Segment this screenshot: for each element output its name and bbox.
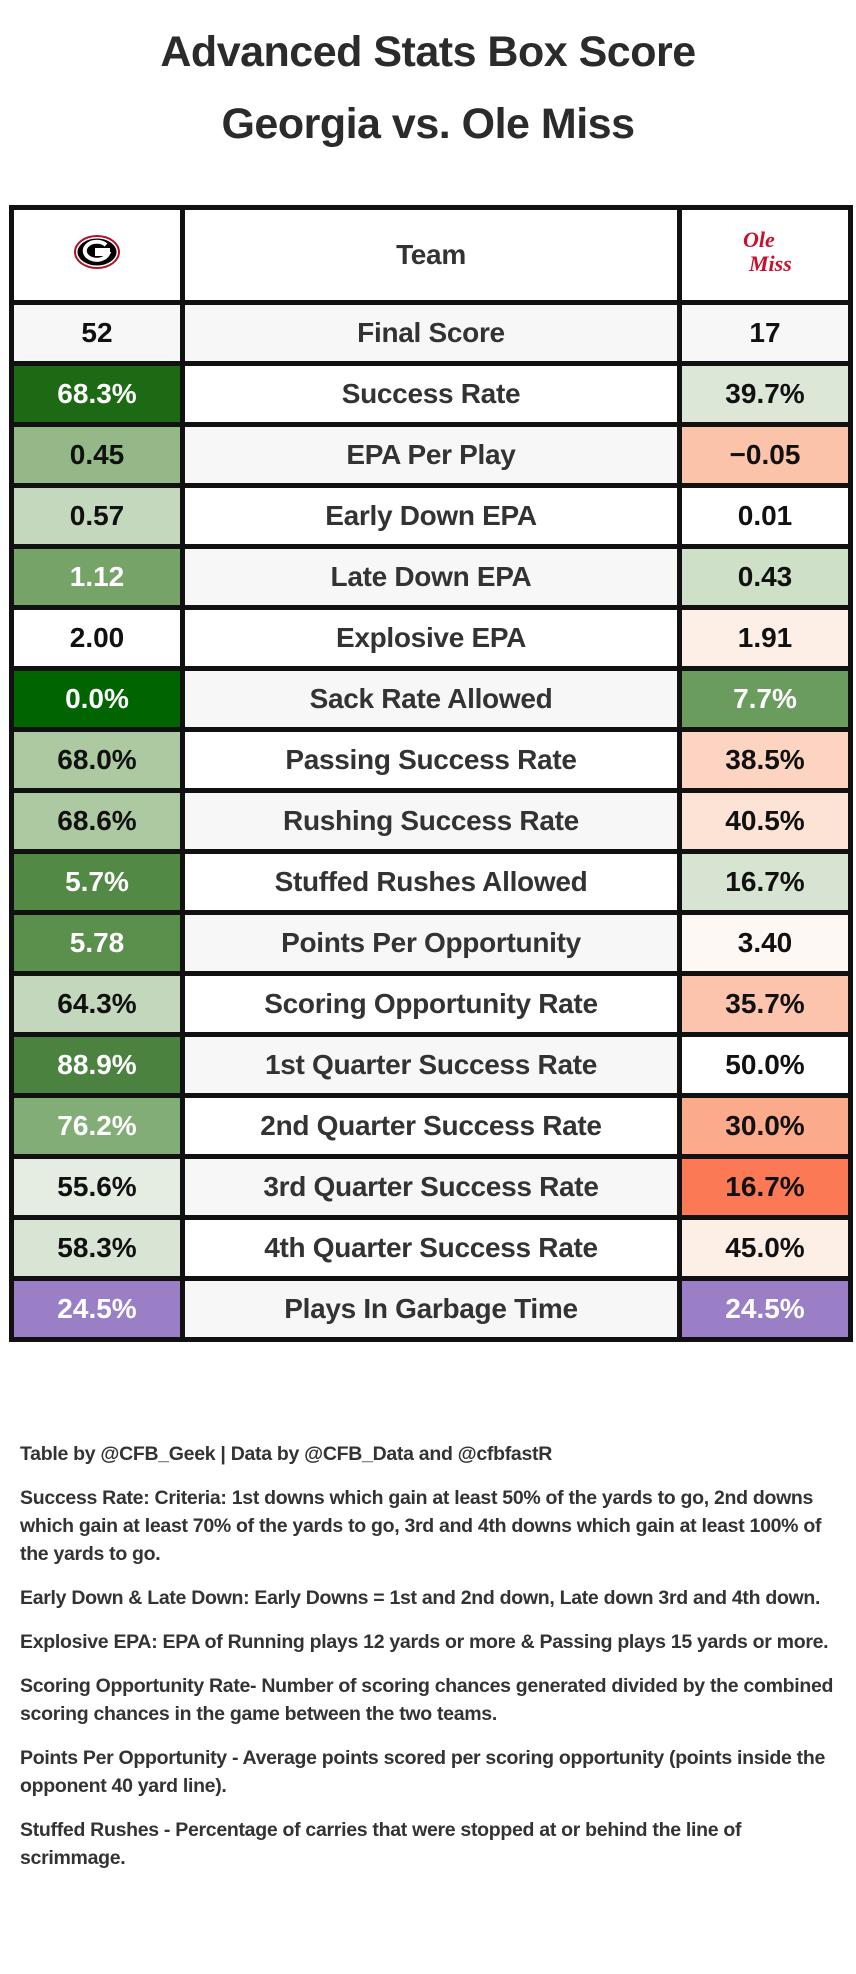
svg-text:Ole: Ole: [743, 227, 775, 252]
ole-miss-value: 16.7%: [677, 1154, 853, 1220]
stat-label: 4th Quarter Success Rate: [180, 1215, 682, 1281]
ole-miss-value: 45.0%: [677, 1215, 853, 1281]
team-header: Team: [180, 205, 682, 305]
georgia-value: 68.3%: [9, 361, 185, 427]
ole-miss-value: 16.7%: [677, 849, 853, 915]
stat-label: 3rd Quarter Success Rate: [180, 1154, 682, 1220]
stat-row: 68.3% Success Rate 39.7%: [9, 361, 853, 427]
stat-row: 68.0% Passing Success Rate 38.5%: [9, 727, 853, 793]
ole-miss-logo-icon: Ole Miss: [743, 227, 792, 276]
georgia-value: 76.2%: [9, 1093, 185, 1159]
georgia-logo-icon: [74, 234, 120, 269]
ole-miss-value: 0.01: [677, 483, 853, 549]
georgia-value: 55.6%: [9, 1154, 185, 1220]
georgia-logo-cell: [9, 205, 185, 305]
ole-miss-value: 3.40: [677, 910, 853, 976]
ole-miss-value: 35.7%: [677, 971, 853, 1037]
stat-row: 1.12 Late Down EPA 0.43: [9, 544, 853, 610]
ole-miss-value: 39.7%: [677, 361, 853, 427]
stat-label: Points Per Opportunity: [180, 910, 682, 976]
stat-row: 0.0% Sack Rate Allowed 7.7%: [9, 666, 853, 732]
georgia-value: 1.12: [9, 544, 185, 610]
stat-label: Late Down EPA: [180, 544, 682, 610]
stat-row: 24.5% Plays In Garbage Time 24.5%: [9, 1276, 853, 1342]
stat-label: Sack Rate Allowed: [180, 666, 682, 732]
stat-label: Early Down EPA: [180, 483, 682, 549]
georgia-value: 24.5%: [9, 1276, 185, 1342]
box-score-table: Team Ole Miss 52 Final Score 17 68.3% Succes…: [9, 205, 853, 1342]
footnotes: Table by @CFB_Geek | Data by @CFB_Data a…: [20, 1440, 840, 1888]
stat-label: Rushing Success Rate: [180, 788, 682, 854]
stat-label: Success Rate: [180, 361, 682, 427]
ole-miss-value: 17: [677, 300, 853, 366]
georgia-value: 5.7%: [9, 849, 185, 915]
stat-row: 5.78 Points Per Opportunity 3.40: [9, 910, 853, 976]
footnote: Stuffed Rushes - Percentage of carries t…: [20, 1819, 742, 1869]
stat-row: 0.57 Early Down EPA 0.01: [9, 483, 853, 549]
credits-line: Table by @CFB_Geek | Data by @CFB_Data a…: [20, 1443, 552, 1465]
ole-miss-value: 7.7%: [677, 666, 853, 732]
stat-row: 76.2% 2nd Quarter Success Rate 30.0%: [9, 1093, 853, 1159]
footnote: Early Down & Late Down: Early Downs = 1s…: [20, 1587, 821, 1609]
stat-label: 1st Quarter Success Rate: [180, 1032, 682, 1098]
stat-row: 55.6% 3rd Quarter Success Rate 16.7%: [9, 1154, 853, 1220]
stat-label: Scoring Opportunity Rate: [180, 971, 682, 1037]
georgia-value: 0.45: [9, 422, 185, 488]
footnote: Scoring Opportunity Rate- Number of scor…: [20, 1675, 834, 1725]
title-line-2: Georgia vs. Ole Miss: [221, 100, 635, 148]
ole-miss-value: 40.5%: [677, 788, 853, 854]
ole-miss-value: −0.05: [677, 422, 853, 488]
georgia-value: 88.9%: [9, 1032, 185, 1098]
stat-row: 0.45 EPA Per Play −0.05: [9, 422, 853, 488]
ole-miss-value: 0.43: [677, 544, 853, 610]
stat-row: 2.00 Explosive EPA 1.91: [9, 605, 853, 671]
georgia-value: 52: [9, 300, 185, 366]
footnote: Points Per Opportunity - Average points …: [20, 1747, 826, 1797]
stat-label: Explosive EPA: [180, 605, 682, 671]
georgia-value: 0.57: [9, 483, 185, 549]
ole-miss-value: 38.5%: [677, 727, 853, 793]
ole-miss-value: 24.5%: [677, 1276, 853, 1342]
georgia-value: 68.0%: [9, 727, 185, 793]
ole-miss-value: 1.91: [677, 605, 853, 671]
stat-label: EPA Per Play: [180, 422, 682, 488]
georgia-value: 64.3%: [9, 971, 185, 1037]
georgia-value: 68.6%: [9, 788, 185, 854]
svg-text:Miss: Miss: [748, 251, 792, 276]
stat-row: 88.9% 1st Quarter Success Rate 50.0%: [9, 1032, 853, 1098]
stat-row: 64.3% Scoring Opportunity Rate 35.7%: [9, 971, 853, 1037]
georgia-value: 0.0%: [9, 666, 185, 732]
stat-label: Final Score: [180, 300, 682, 366]
title-line-1: Advanced Stats Box Score: [160, 28, 696, 76]
ole-miss-value: 50.0%: [677, 1032, 853, 1098]
stat-row: 52 Final Score 17: [9, 300, 853, 366]
footnote: Success Rate: Criteria: 1st downs which …: [20, 1487, 822, 1565]
stat-row: 58.3% 4th Quarter Success Rate 45.0%: [9, 1215, 853, 1281]
ole-miss-value: 30.0%: [677, 1093, 853, 1159]
stat-row: 68.6% Rushing Success Rate 40.5%: [9, 788, 853, 854]
georgia-value: 58.3%: [9, 1215, 185, 1281]
georgia-value: 5.78: [9, 910, 185, 976]
stat-label: Stuffed Rushes Allowed: [180, 849, 682, 915]
footnote: Explosive EPA: EPA of Running plays 12 y…: [20, 1631, 829, 1653]
header-row: Team Ole Miss: [9, 205, 853, 305]
stat-label: Passing Success Rate: [180, 727, 682, 793]
stat-label: 2nd Quarter Success Rate: [180, 1093, 682, 1159]
stat-row: 5.7% Stuffed Rushes Allowed 16.7%: [9, 849, 853, 915]
ole-miss-logo-cell: Ole Miss: [677, 205, 853, 305]
georgia-value: 2.00: [9, 605, 185, 671]
stat-label: Plays In Garbage Time: [180, 1276, 682, 1342]
